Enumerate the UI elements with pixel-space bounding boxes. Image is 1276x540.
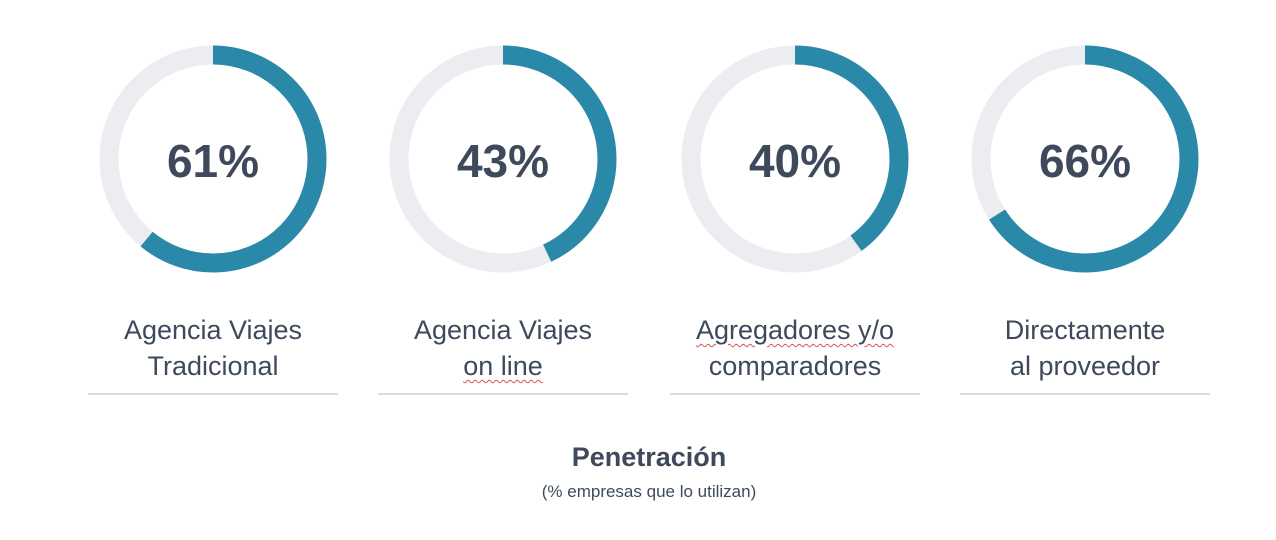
- category-label-2: Agencia Viajes on line: [378, 312, 628, 384]
- category-label-2-line-1: Agencia Viajes: [413, 315, 593, 345]
- category-label-3-line-1: Agregadores y/o: [695, 315, 895, 345]
- donut-chart-3: 40%: [681, 45, 909, 273]
- category-label-4-line-2: al proveedor: [1009, 351, 1161, 381]
- donut-chart-4: 66%: [971, 45, 1199, 273]
- donut-value-arc-4: [971, 45, 1199, 273]
- category-label-1-line-2: Tradicional: [147, 351, 279, 381]
- chart-subtitle: (% empresas que lo utilizan): [541, 482, 757, 501]
- donut-card-1: 61% Agencia Viajes Tradicional: [88, 44, 338, 396]
- donut-card-4: 66% Directamente al proveedor: [960, 44, 1210, 396]
- category-label-2-line-2: on line: [463, 351, 543, 381]
- divider-4: [960, 393, 1210, 395]
- donut-value-arc-2: [389, 45, 617, 273]
- donut-card-3: 40% Agregadores y/o comparadores: [670, 44, 920, 396]
- donut-value-arc-1: [99, 45, 327, 273]
- donut-percent-label-3: 40%: [749, 135, 841, 187]
- chart-title: Penetración: [571, 442, 727, 472]
- donut-percent-label-2: 43%: [457, 135, 549, 187]
- donut-value-arc-3: [681, 45, 909, 273]
- divider-1: [88, 393, 338, 395]
- donut-percent-label-4: 66%: [1039, 135, 1131, 187]
- donut-card-2: 43% Agencia Viajes on line: [378, 44, 628, 396]
- category-label-3-line-2: comparadores: [708, 351, 882, 381]
- category-label-1: Agencia Viajes Tradicional: [88, 312, 338, 384]
- divider-2: [378, 393, 628, 395]
- donut-chart-1: 61%: [99, 45, 327, 273]
- category-label-4: Directamente al proveedor: [960, 312, 1210, 384]
- donut-percent-label-1: 61%: [167, 135, 259, 187]
- category-label-4-line-1: Directamente: [1004, 315, 1166, 345]
- divider-3: [670, 393, 920, 395]
- donut-chart-2: 43%: [389, 45, 617, 273]
- category-label-3: Agregadores y/o comparadores: [670, 312, 920, 384]
- category-label-1-line-1: Agencia Viajes: [123, 315, 303, 345]
